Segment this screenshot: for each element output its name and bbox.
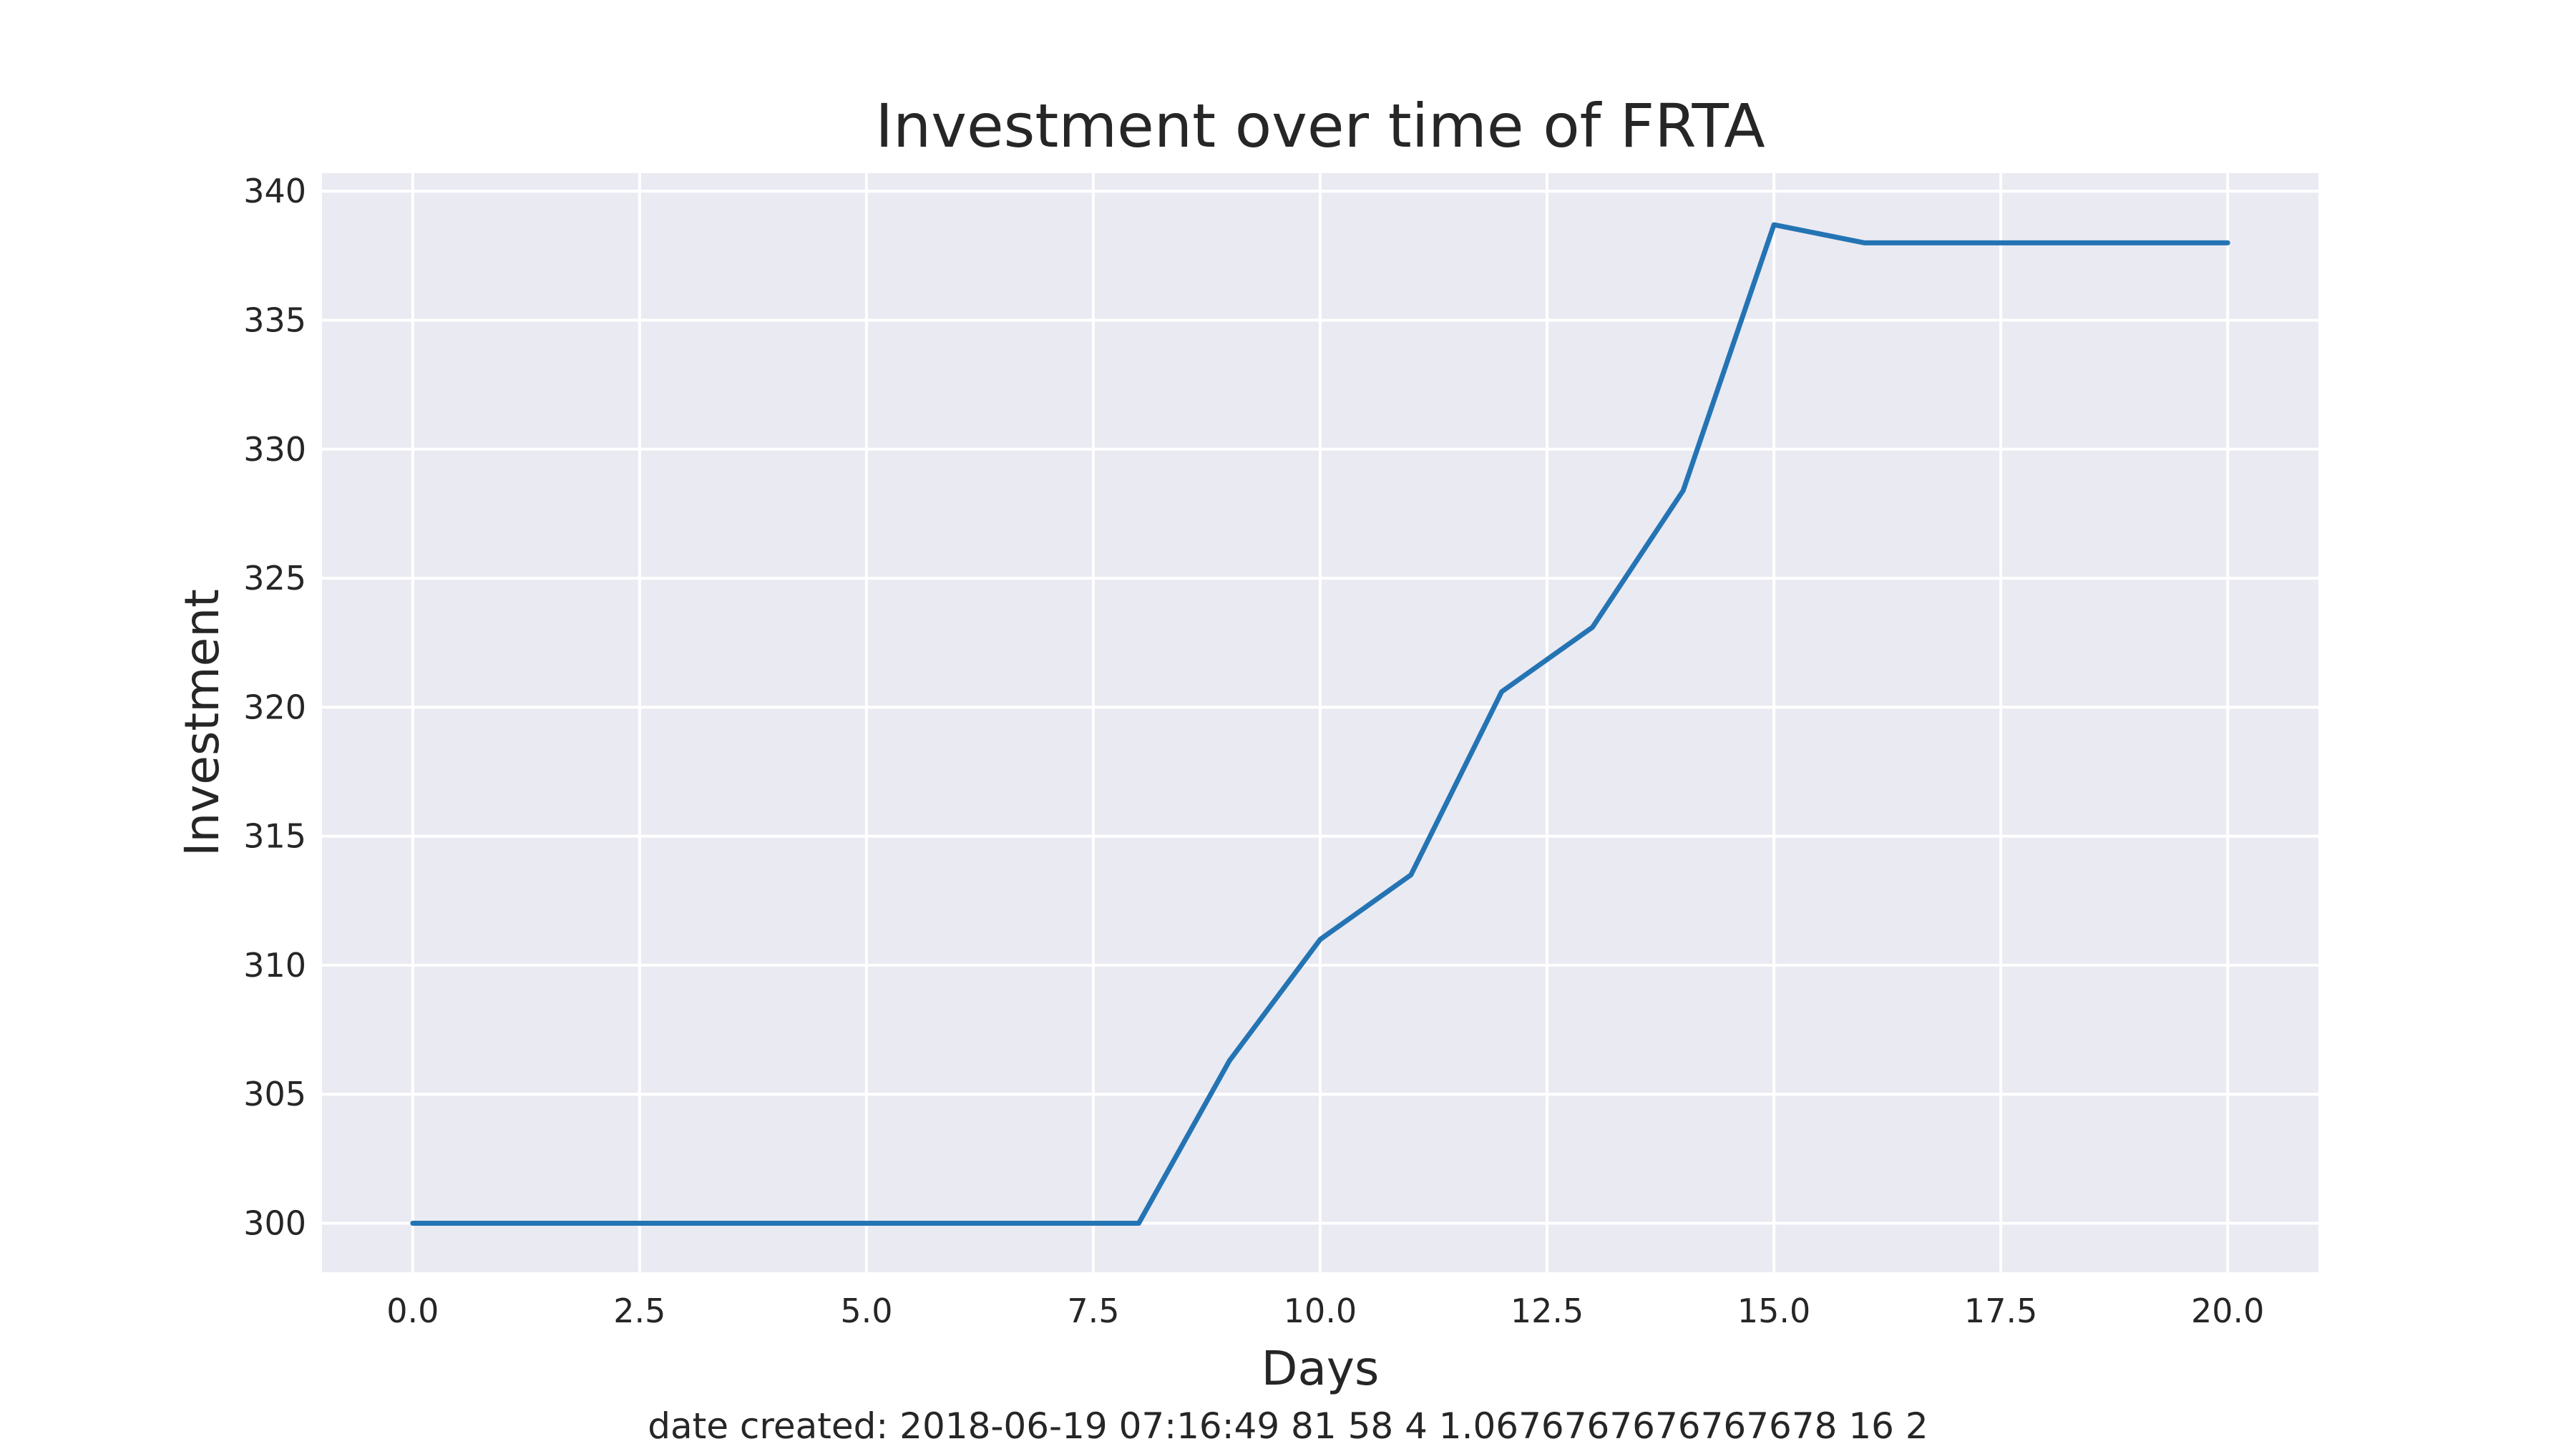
data-point <box>1772 223 1776 227</box>
x-tick-label: 12.5 <box>1511 1292 1584 1330</box>
y-tick-label: 320 <box>243 688 306 726</box>
data-point <box>1409 873 1413 877</box>
x-axis-label: Days <box>1262 1341 1380 1396</box>
data-point <box>411 1221 415 1225</box>
data-point <box>2135 240 2139 245</box>
y-tick-label: 325 <box>243 559 306 597</box>
data-point <box>1318 937 1322 942</box>
y-tick-label: 335 <box>243 301 306 340</box>
x-tick-label: 5.0 <box>840 1292 892 1330</box>
data-point <box>2044 240 2049 245</box>
x-tick-label: 10.0 <box>1284 1292 1357 1330</box>
x-tick-label: 2.5 <box>613 1292 665 1330</box>
series-line <box>410 222 2230 1226</box>
x-tick-label: 15.0 <box>1737 1292 1810 1330</box>
data-point <box>1046 1221 1050 1225</box>
grid-lines <box>322 173 2318 1272</box>
y-tick-label: 310 <box>243 946 306 985</box>
x-tick-label: 0.0 <box>386 1292 439 1330</box>
y-axis-label: Investment <box>175 589 230 857</box>
data-point <box>1863 240 1867 245</box>
data-point <box>1953 240 1958 245</box>
data-point <box>683 1221 687 1225</box>
date-created-caption: date created: 2018-06-19 07:16:49 81 58 … <box>648 1405 1928 1447</box>
x-axis-ticks: 0.0 2.5 5.0 7.5 10.0 12.5 15.0 17.5 20.0 <box>386 1292 2264 1330</box>
y-tick-label: 305 <box>243 1075 306 1113</box>
data-point <box>864 1221 869 1225</box>
data-point <box>955 1221 960 1225</box>
y-tick-label: 330 <box>243 430 306 469</box>
data-point <box>2225 240 2230 245</box>
x-tick-label: 20.0 <box>2191 1292 2264 1330</box>
data-point <box>592 1221 596 1225</box>
chart-title: Investment over time of FRTA <box>875 91 1765 161</box>
y-tick-label: 300 <box>243 1204 306 1242</box>
data-point <box>774 1221 778 1225</box>
data-point <box>1136 1221 1141 1225</box>
x-tick-label: 7.5 <box>1067 1292 1119 1330</box>
y-tick-label: 340 <box>243 172 306 210</box>
data-point <box>1500 690 1504 694</box>
series-layer <box>410 222 2230 1226</box>
data-point <box>502 1221 506 1225</box>
data-point <box>1590 625 1594 630</box>
y-tick-label: 315 <box>243 817 306 856</box>
x-tick-label: 17.5 <box>1964 1292 2037 1330</box>
data-point <box>1227 1058 1231 1063</box>
data-point <box>1681 488 1685 492</box>
y-axis-ticks: 300 305 310 315 320 325 330 335 340 <box>243 172 306 1242</box>
